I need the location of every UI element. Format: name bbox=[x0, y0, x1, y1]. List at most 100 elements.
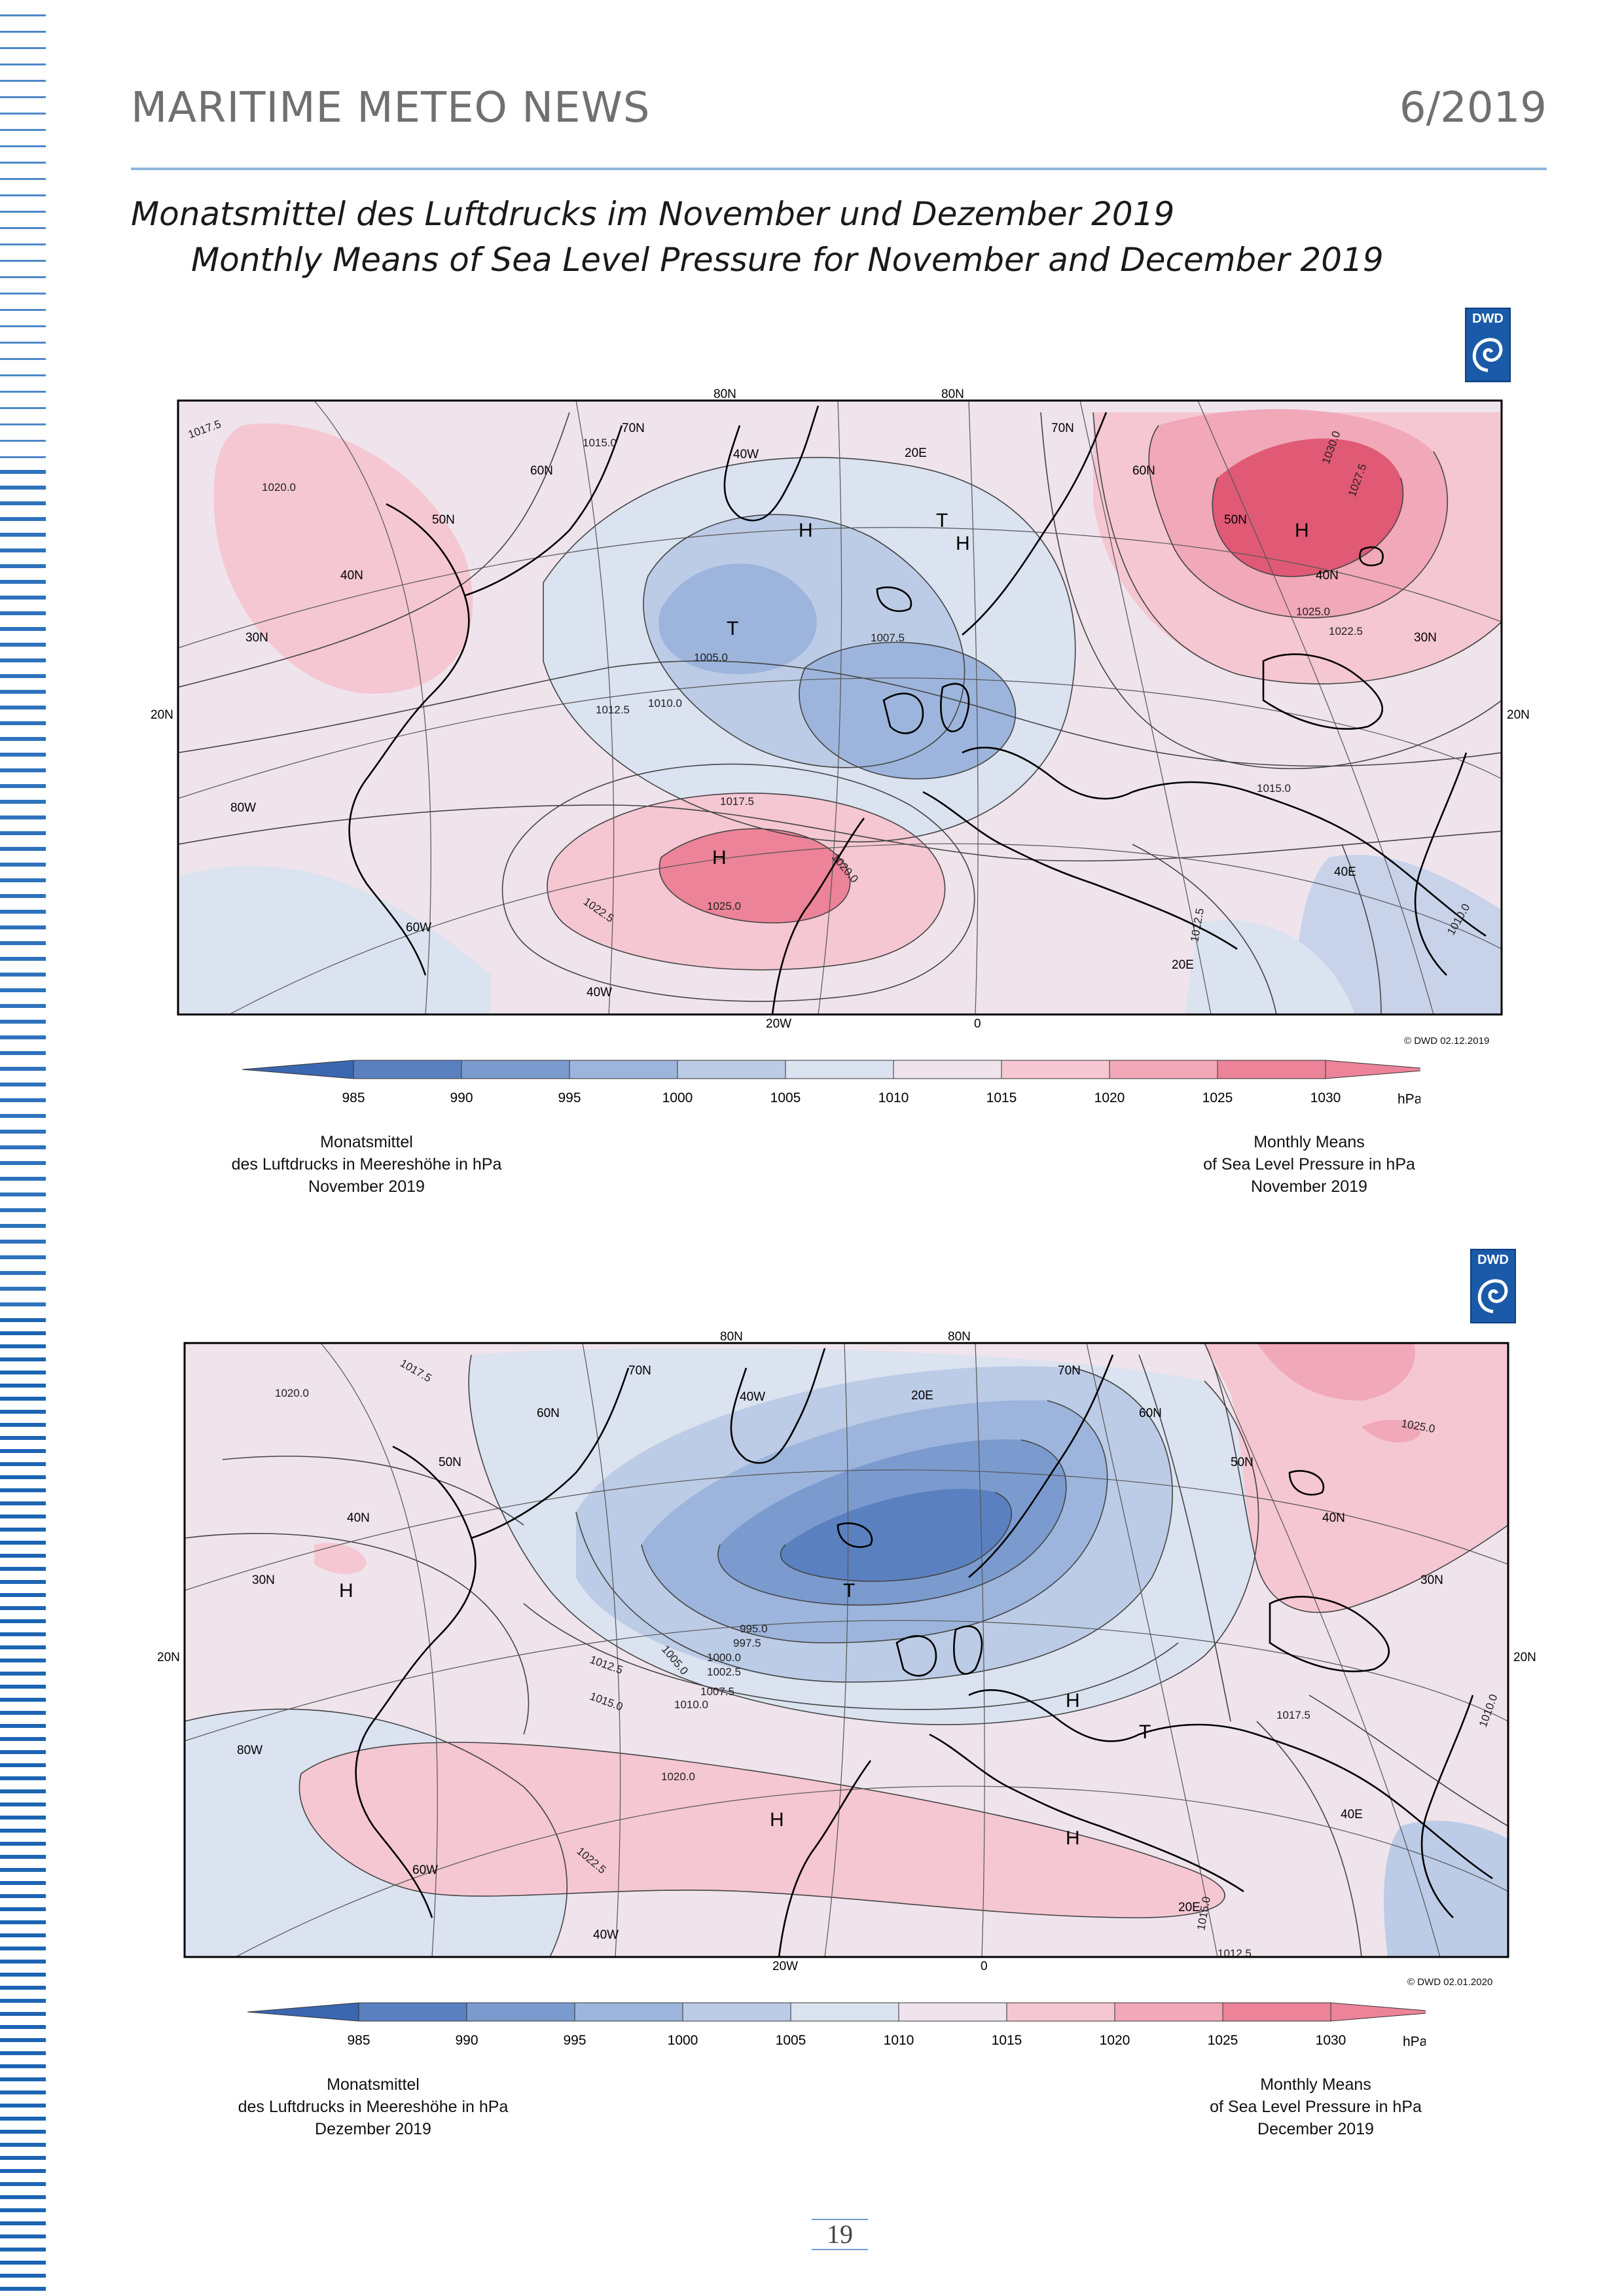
caption-line: Monatsmittel bbox=[327, 2075, 420, 2094]
coastline bbox=[1420, 1695, 1474, 1918]
low-pressure-zone bbox=[780, 1488, 1012, 1581]
high-pressure-zone bbox=[314, 1543, 367, 1574]
dwd-swirl-icon bbox=[1472, 338, 1503, 372]
colorbar-swatch bbox=[677, 1060, 786, 1079]
grid-label: 30N bbox=[1420, 1573, 1443, 1587]
colorbar-swatch bbox=[1222, 2002, 1331, 2022]
pressure-center-label: T bbox=[843, 1580, 855, 1602]
coastline bbox=[348, 503, 470, 976]
grid-label: 80W bbox=[230, 801, 256, 815]
grid-label: 50N bbox=[1224, 513, 1247, 527]
grid-label: 50N bbox=[1231, 1456, 1254, 1469]
grid-label: 30N bbox=[252, 1573, 275, 1587]
coastline bbox=[968, 1689, 1493, 1880]
pressure-center-label: H bbox=[799, 520, 813, 541]
grid-label: 20N bbox=[157, 1651, 180, 1664]
newsletter-title: MARITIME METEO NEWS bbox=[131, 84, 651, 132]
isobar-label: 1020.0 bbox=[661, 1770, 695, 1783]
high-pressure-zone bbox=[213, 423, 473, 694]
low-pressure-zone bbox=[1384, 1820, 1508, 1957]
colorbar-swatch bbox=[1114, 2002, 1223, 2022]
coastline bbox=[962, 746, 1487, 937]
grid-label: 40W bbox=[740, 1390, 765, 1404]
dwd-logo-text: DWD bbox=[1477, 1253, 1509, 1267]
colorbar-tick-label: 1025 bbox=[1202, 1090, 1233, 1105]
coastline bbox=[1414, 752, 1468, 976]
grid-label: 60W bbox=[406, 921, 431, 935]
grid-label: 20E bbox=[1172, 958, 1194, 972]
colorbar-tick-label: 985 bbox=[342, 1090, 365, 1105]
grid-label: 40N bbox=[1322, 1511, 1345, 1525]
grid-label: 20N bbox=[1507, 708, 1530, 722]
caption-german-november: Monatsmittel des Luftdrucks in Meereshöh… bbox=[209, 1131, 524, 1198]
grid-label: 40E bbox=[1334, 865, 1356, 879]
grid-label: 50N bbox=[432, 513, 455, 527]
colorbar-swatch bbox=[466, 2002, 575, 2022]
colorbar-arrow-low bbox=[247, 2002, 359, 2022]
colorbar-arrow-high bbox=[1325, 1060, 1420, 1079]
caption-line: November 2019 bbox=[308, 1177, 425, 1196]
colorbar-swatch bbox=[574, 2002, 683, 2022]
colorbar-tick-label: 1010 bbox=[884, 2033, 914, 2048]
caption-line: December 2019 bbox=[1257, 2120, 1374, 2138]
grid-label: 40N bbox=[347, 1511, 370, 1525]
pressure-center-label: H bbox=[1066, 1690, 1080, 1712]
colorbar-swatch bbox=[1109, 1060, 1218, 1079]
colorbar-tick-label: 1015 bbox=[992, 2033, 1022, 2048]
colorbar-swatches bbox=[247, 2002, 1426, 2022]
page-number: 19 bbox=[812, 2219, 868, 2250]
coastline bbox=[968, 1354, 1114, 1578]
pressure-map-december: T H H H H T 1020.0 1017.5 1015.0 1012.5 … bbox=[157, 1330, 1536, 1973]
caption-line: des Luftdrucks in Meereshöhe in hPa bbox=[238, 2098, 509, 2116]
pressure-center-label: T bbox=[727, 618, 738, 639]
colorbar-tick-label: 990 bbox=[455, 2033, 478, 2048]
grid-label: 50N bbox=[439, 1456, 461, 1469]
colorbar-swatch bbox=[353, 1060, 462, 1079]
grid-label: 70N bbox=[1058, 1364, 1081, 1378]
grid-label: 70N bbox=[622, 422, 645, 435]
isobar-label: 997.5 bbox=[733, 1637, 761, 1649]
isobar-label: 1025.0 bbox=[707, 900, 741, 912]
grid-label: 60W bbox=[412, 1863, 438, 1877]
coastline bbox=[876, 586, 912, 612]
dwd-logo-text: DWD bbox=[1472, 312, 1504, 326]
dwd-logo: DWD bbox=[1465, 308, 1511, 382]
grid-label: 40W bbox=[586, 986, 612, 999]
grid-label: 20W bbox=[772, 1960, 798, 1973]
grid-label: 0 bbox=[974, 1017, 981, 1031]
caption-line: of Sea Level Pressure in hPa bbox=[1203, 1155, 1415, 1174]
grid-label: 20N bbox=[151, 708, 173, 722]
grid-label: 20E bbox=[1178, 1901, 1200, 1914]
isobar-label: 1002.5 bbox=[707, 1666, 741, 1678]
grid-label: 40N bbox=[1316, 569, 1339, 583]
colorbar-tick-label: 1000 bbox=[668, 2033, 698, 2048]
pressure-center-label: H bbox=[1295, 520, 1309, 541]
high-pressure-zone bbox=[1362, 1420, 1420, 1443]
colorbar-tick-label: 985 bbox=[347, 2033, 370, 2048]
coastline bbox=[723, 405, 820, 522]
colorbar-tick-label: 995 bbox=[558, 1090, 581, 1105]
grid-label: 30N bbox=[245, 631, 268, 645]
pressure-center-label: H bbox=[712, 847, 727, 869]
grid-label: 80N bbox=[948, 1330, 971, 1344]
coastline bbox=[922, 791, 1238, 950]
pressure-center-label: T bbox=[1139, 1721, 1151, 1743]
caption-english-november: Monthly Means of Sea Level Pressure in h… bbox=[1165, 1131, 1453, 1198]
decorative-stripe-bar-middle bbox=[0, 458, 46, 1309]
grid-label: 40W bbox=[733, 448, 759, 461]
grid-label: 70N bbox=[628, 1364, 651, 1378]
grid-label: 20N bbox=[1513, 1651, 1536, 1664]
colorbar-swatch bbox=[898, 2002, 1007, 2022]
grid-label: 80N bbox=[713, 387, 736, 401]
coastline bbox=[1262, 653, 1383, 730]
isobar-label: 995.0 bbox=[740, 1623, 768, 1635]
high-pressure-zone bbox=[299, 1742, 1225, 1918]
low-pressure-zone bbox=[1297, 855, 1502, 1014]
colorbar-arrow-high bbox=[1330, 2002, 1426, 2022]
isobar-label: 1007.5 bbox=[700, 1685, 734, 1698]
colorbar-tick-label: 1020 bbox=[1100, 2033, 1130, 2048]
pressure-center-label: H bbox=[1066, 1827, 1080, 1849]
coastline bbox=[929, 1733, 1244, 1893]
caption-line: Dezember 2019 bbox=[315, 2120, 431, 2138]
isobar-label: 1017.5 bbox=[1276, 1709, 1310, 1721]
